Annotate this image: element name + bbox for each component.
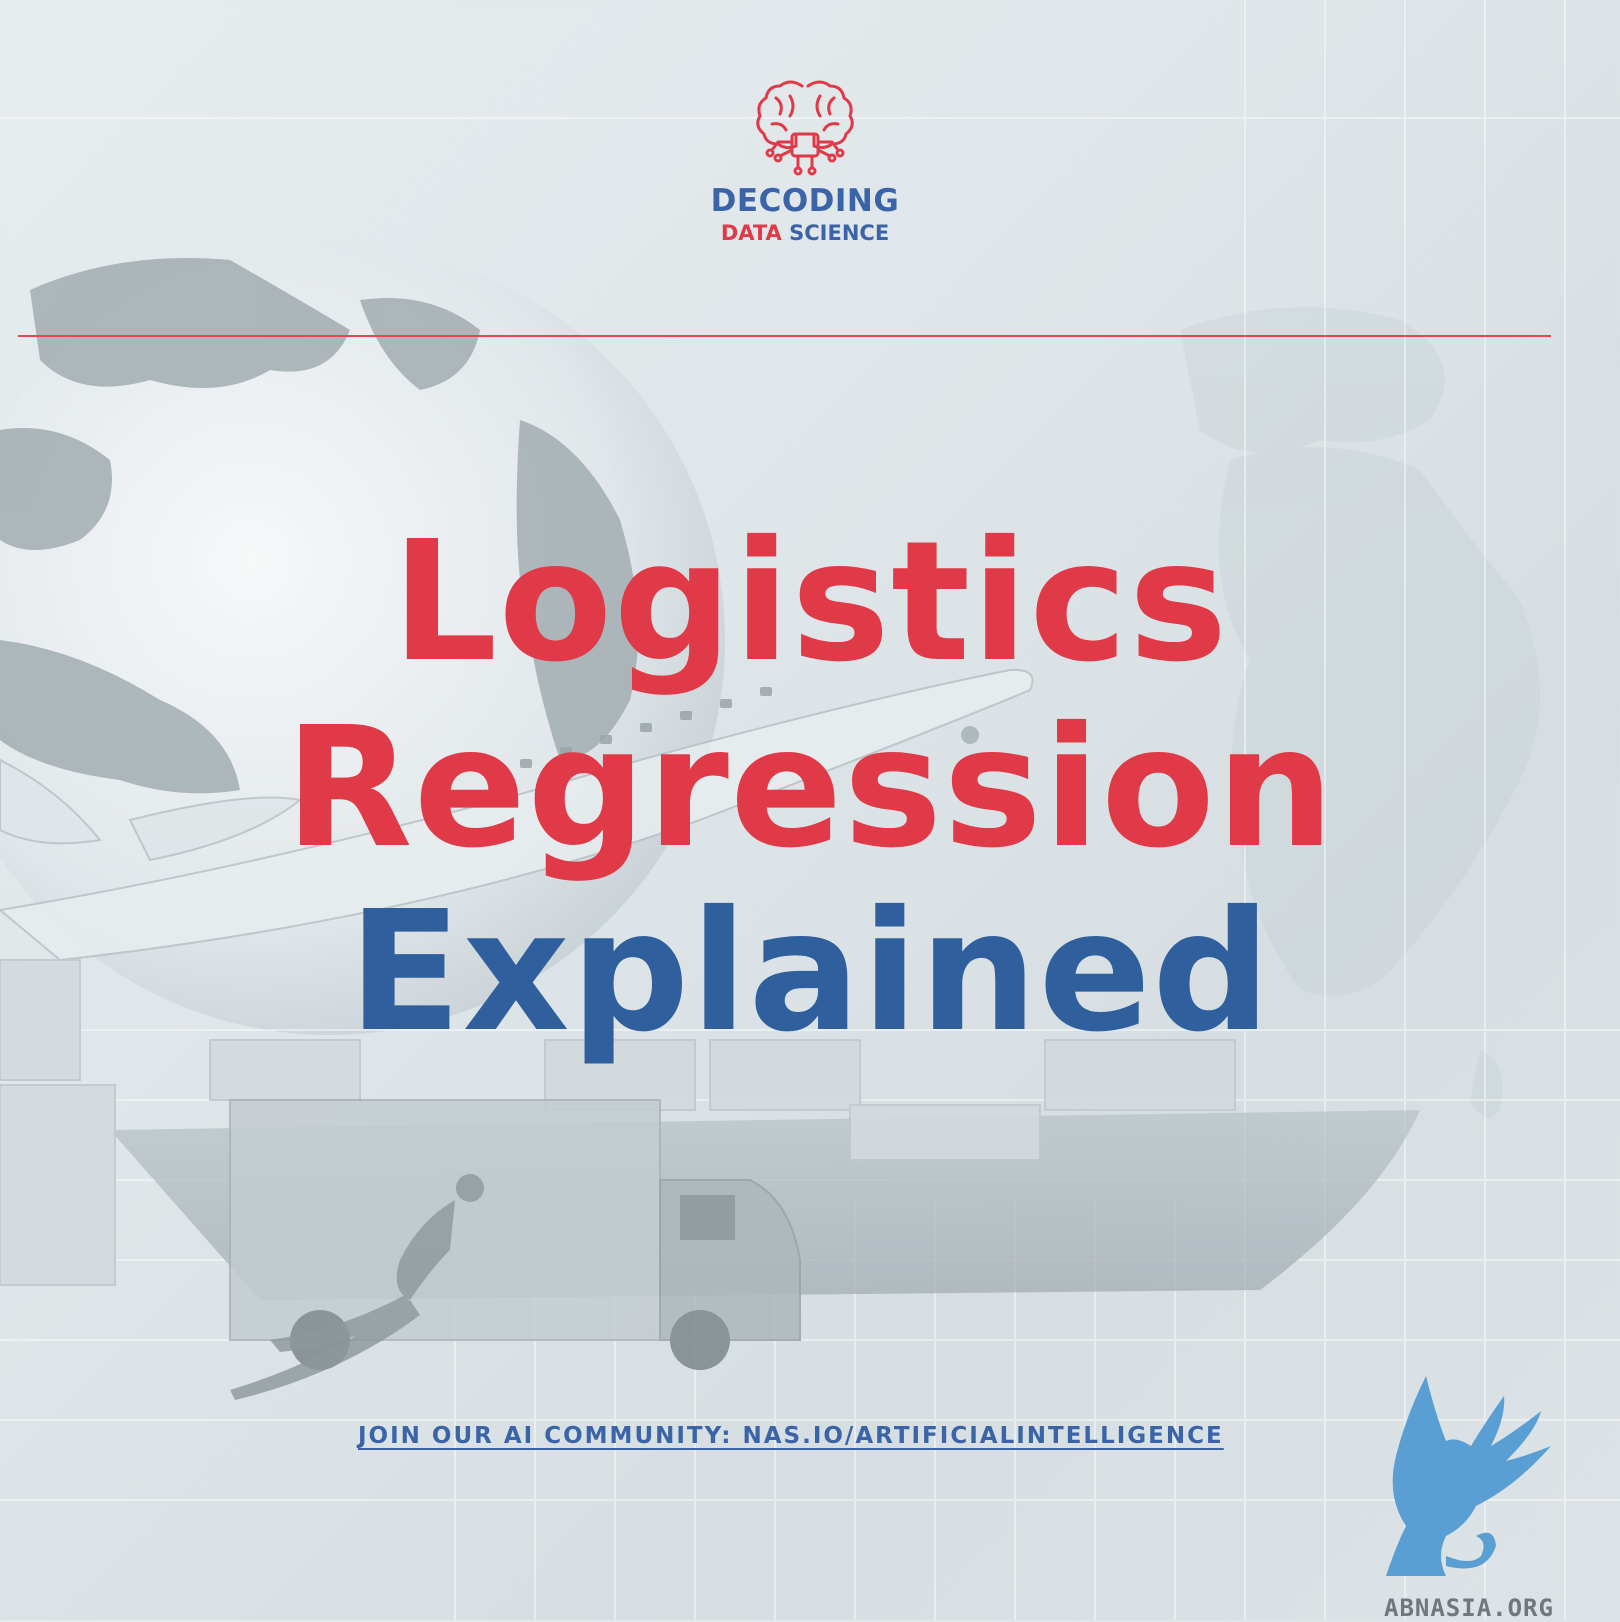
title-line-2: Regression <box>0 706 1620 872</box>
logo-word-data: DATA <box>720 221 782 245</box>
abnasia-watermark: ABNASIA.ORG <box>1384 1594 1554 1622</box>
logo-word-science: SCIENCE <box>789 221 890 245</box>
brand-logo: DECODING DATA SCIENCE <box>700 76 910 246</box>
cargo-boxes <box>0 959 1236 1286</box>
community-link[interactable]: JOIN OUR AI COMMUNITY: NAS.IO/ARTIFICIAL… <box>358 1423 1224 1449</box>
title-text-regression: Regression <box>284 692 1336 885</box>
courier-figure <box>230 1174 484 1400</box>
griffin-icon <box>1386 1376 1551 1576</box>
title-line-1: Logistics <box>0 520 1620 686</box>
title-text-logistics: Logistics <box>391 506 1229 699</box>
world-map-silhouette <box>1180 307 1540 1118</box>
brain-circuit-icon <box>756 80 854 176</box>
title-line-3: Explained <box>0 890 1620 1056</box>
delivery-truck <box>229 1099 801 1370</box>
logo-wordmark-decoding: DECODING <box>710 183 900 219</box>
title-text-explained: Explained <box>348 876 1272 1069</box>
airplane <box>0 668 1034 962</box>
divider-line <box>18 335 1551 337</box>
logo-wordmark-data-science: DATA SCIENCE <box>700 220 910 246</box>
